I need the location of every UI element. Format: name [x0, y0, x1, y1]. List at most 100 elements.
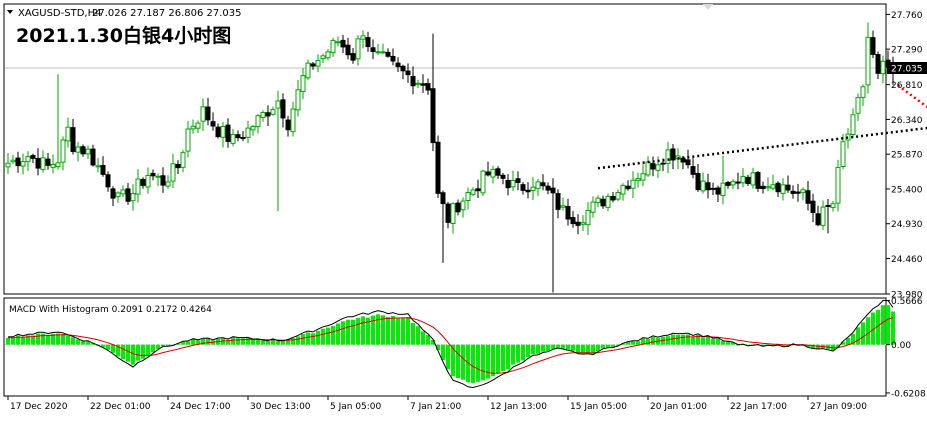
- macd-histogram-bar: [886, 305, 890, 345]
- macd-histogram-bar: [191, 339, 195, 345]
- candle-body: [400, 65, 406, 72]
- candle-body: [880, 60, 886, 75]
- price-axis-label: 24.930: [891, 220, 923, 230]
- candle-body: [230, 134, 236, 144]
- collapse-triangle-icon[interactable]: [7, 10, 13, 14]
- candle-body: [815, 213, 821, 226]
- candle-body: [50, 164, 56, 168]
- candle-body: [620, 184, 626, 195]
- macd-axis-label: 0.00: [891, 341, 911, 351]
- macd-histogram-bar: [291, 338, 295, 345]
- macd-histogram-bar: [86, 341, 90, 345]
- macd-histogram-bar: [266, 341, 270, 345]
- macd-histogram-bar: [746, 344, 750, 346]
- macd-histogram-bar: [441, 344, 445, 361]
- candle-body: [250, 125, 256, 131]
- macd-histogram-bar: [241, 338, 245, 345]
- candle-body: [420, 83, 426, 86]
- macd-histogram-bar: [201, 338, 205, 345]
- macd-histogram-bar: [616, 344, 620, 346]
- candle-body: [870, 37, 876, 55]
- macd-axis-label: 0.5666: [891, 297, 923, 307]
- current-price-tag: [887, 61, 927, 74]
- candle-body: [600, 198, 606, 207]
- macd-histogram-bar: [786, 344, 790, 347]
- candle-body: [210, 121, 216, 127]
- candle-body: [415, 82, 421, 85]
- candle-body: [340, 39, 346, 48]
- candle-body: [370, 47, 376, 52]
- candle-body: [35, 157, 41, 169]
- macd-histogram-bar: [386, 316, 390, 345]
- macd-histogram-bar: [156, 344, 160, 350]
- candle-body: [185, 128, 191, 152]
- candle-body: [300, 75, 306, 92]
- candle-body: [860, 86, 866, 98]
- macd-histogram-bar: [136, 344, 140, 361]
- candle-body: [345, 44, 351, 56]
- macd-histogram-bar: [671, 334, 675, 345]
- candle-body: [200, 106, 206, 122]
- candle-body: [820, 206, 826, 226]
- macd-histogram-bar: [176, 343, 180, 345]
- macd-histogram-bar: [131, 344, 135, 365]
- macd-histogram-bar: [691, 336, 695, 345]
- candle-body: [380, 51, 386, 54]
- macd-histogram-bar: [696, 334, 700, 345]
- macd-histogram-bar: [891, 311, 895, 345]
- candle-body: [430, 88, 436, 144]
- macd-histogram-bar: [391, 316, 395, 345]
- candle-body: [135, 178, 141, 195]
- macd-histogram-bar: [561, 344, 565, 349]
- macd-axis-label: -0.6208: [891, 389, 926, 399]
- macd-histogram-bar: [106, 344, 110, 350]
- candle-body: [195, 122, 201, 129]
- candle-body: [650, 163, 656, 170]
- candle-body: [125, 188, 131, 202]
- candles-layer: [5, 22, 896, 293]
- current-price-tag-label: 27.035: [891, 64, 923, 74]
- macd-histogram-bar: [61, 334, 65, 345]
- support-trendline: [597, 126, 927, 170]
- shift-marker-icon[interactable]: [703, 4, 713, 10]
- candle-body: [390, 55, 396, 62]
- candle-body: [235, 134, 241, 139]
- candle-body: [150, 172, 156, 177]
- macd-histogram-bar: [111, 344, 115, 353]
- macd-histogram-bar: [481, 344, 485, 381]
- candle-body: [75, 146, 81, 153]
- candle-body: [100, 165, 106, 175]
- candle-body: [490, 168, 496, 178]
- candle-body: [510, 179, 516, 188]
- candle-body: [660, 162, 666, 165]
- macd-histogram-bar: [496, 344, 500, 374]
- macd-histogram-bar: [256, 339, 260, 345]
- macd-histogram-bar: [576, 344, 580, 353]
- macd-histogram-bar: [586, 344, 590, 353]
- macd-histogram-bar: [606, 344, 610, 348]
- candle-body: [800, 189, 806, 193]
- macd-histogram-bar: [591, 344, 595, 354]
- macd-histogram-bar: [326, 327, 330, 345]
- candle-body: [495, 168, 501, 176]
- candle-body: [10, 159, 16, 163]
- candle-body: [305, 62, 311, 79]
- candle-body: [625, 185, 631, 190]
- macd-histogram-bar: [666, 336, 670, 345]
- candle-body: [105, 174, 111, 188]
- candle-body: [555, 193, 561, 210]
- macd-histogram-bar: [701, 337, 705, 345]
- candle-body: [405, 70, 411, 76]
- macd-histogram-bar: [166, 344, 170, 347]
- candle-body: [615, 192, 621, 200]
- candle-body: [460, 200, 466, 211]
- candle-body: [865, 36, 871, 86]
- candle-body: [480, 170, 486, 194]
- macd-histogram-bar: [646, 339, 650, 345]
- candle-body: [750, 172, 756, 186]
- candle-body: [270, 109, 276, 115]
- candle-body: [205, 106, 211, 121]
- macd-histogram-bar: [571, 344, 575, 351]
- candle-body: [395, 62, 401, 68]
